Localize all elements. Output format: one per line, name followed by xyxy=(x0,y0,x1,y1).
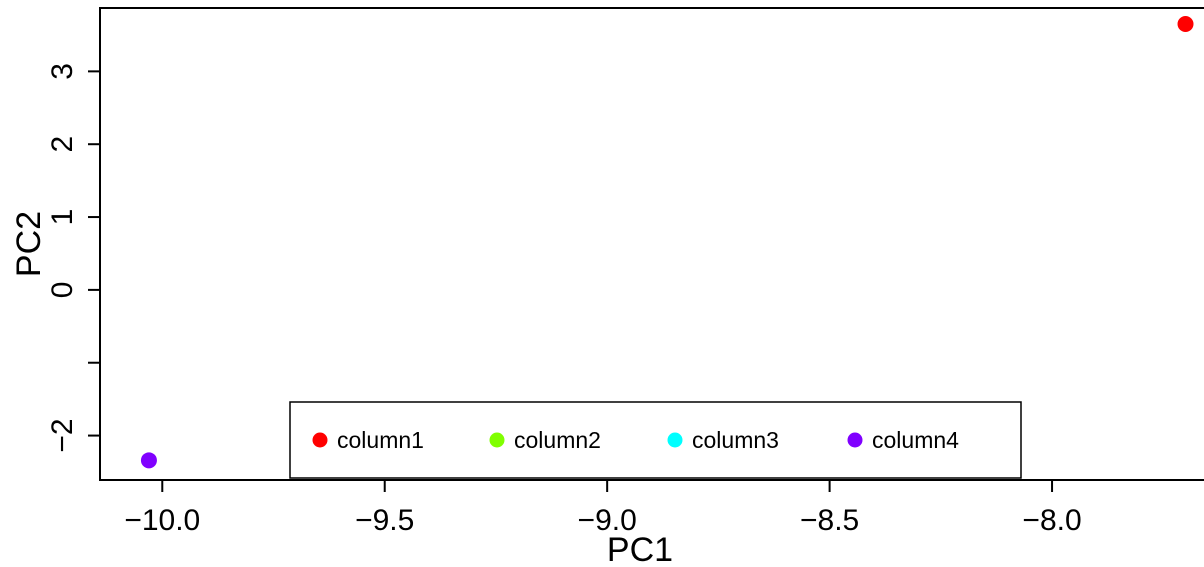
y-tick-label: 2 xyxy=(46,136,79,153)
point-column4 xyxy=(140,452,157,469)
y-axis-title: PC2 xyxy=(10,211,48,277)
x-tick-label: −10.0 xyxy=(124,504,200,537)
y-tick-label: 1 xyxy=(46,209,79,226)
legend-marker-column4 xyxy=(847,432,863,448)
y-tick-label: 3 xyxy=(46,63,79,80)
legend-marker-column2 xyxy=(489,432,505,448)
point-column1 xyxy=(1177,16,1194,33)
x-tick-label: −9.0 xyxy=(578,504,637,537)
legend-box xyxy=(289,401,1022,479)
y-tick-label: 0 xyxy=(46,282,79,299)
plot-frame xyxy=(99,7,1204,481)
legend-marker-column3 xyxy=(667,432,683,448)
x-tick-label: −8.5 xyxy=(800,504,859,537)
x-axis: −10.0 −9.5 −9.0 −8.5 −8.0 xyxy=(124,480,1082,537)
y-axis: −2 0 1 2 3 xyxy=(46,63,100,453)
x-axis-title: PC1 xyxy=(607,531,673,567)
legend-label-column4: column4 xyxy=(872,427,959,453)
legend: column1 column2 column3 column4 xyxy=(289,401,1022,479)
legend-label-column3: column3 xyxy=(692,427,779,453)
x-tick-label: −8.0 xyxy=(1022,504,1081,537)
legend-label-column1: column1 xyxy=(337,427,424,453)
data-points xyxy=(140,16,1194,469)
legend-marker-column1 xyxy=(312,432,328,448)
y-tick-label: −2 xyxy=(46,418,79,452)
x-tick-label: −9.5 xyxy=(355,504,414,537)
legend-label-column2: column2 xyxy=(514,427,601,453)
